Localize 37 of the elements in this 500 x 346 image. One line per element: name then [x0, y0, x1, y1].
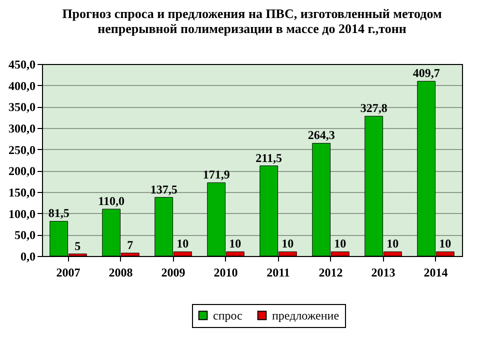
x-tick-label: 2011: [266, 266, 290, 280]
data-label: 7: [127, 238, 134, 252]
data-label: 10: [386, 236, 399, 251]
x-tick-label: 2010: [214, 266, 238, 280]
x-tick-label: 2013: [371, 266, 396, 280]
y-tick-label: 50,0: [14, 228, 36, 242]
data-label: 171,9: [202, 168, 230, 182]
x-tick-label: 2007: [56, 266, 80, 280]
data-label: 5: [74, 238, 81, 253]
y-tick-label: 100,0: [8, 206, 36, 221]
data-label: 137,5: [150, 182, 178, 196]
data-label: 81,5: [48, 206, 70, 220]
data-label: 10: [439, 236, 452, 251]
data-label: 10: [176, 236, 189, 251]
x-tick-label: 2008: [108, 266, 133, 280]
data-label: 211,5: [256, 150, 282, 165]
data-label: 409,7: [412, 66, 440, 80]
legend-label: спрос: [213, 308, 242, 322]
y-tick-label: 400,0: [8, 78, 36, 93]
x-tick-label: 2014: [424, 266, 448, 280]
x-tick-label: 2009: [161, 266, 186, 280]
y-tick-label: 450,0: [8, 58, 36, 72]
y-tick-label: 200,0: [8, 164, 36, 178]
y-tick-label: 300,0: [8, 122, 36, 136]
legend-label: предложение: [272, 308, 340, 322]
data-label: 264,3: [308, 128, 335, 142]
y-tick-label: 150,0: [8, 186, 36, 200]
y-tick-label: 0,0: [20, 250, 36, 264]
data-label: 10: [282, 236, 294, 251]
data-label: 10: [334, 236, 346, 251]
y-tick-label: 350,0: [8, 100, 36, 114]
data-label: 10: [229, 236, 242, 251]
chart-title: Прогноз спроса и предложения на ПВС, изготовленный методом непрерывной полимеризации в массе до 2014 г.,тонн: [62, 6, 442, 36]
y-tick-label: 250,0: [8, 142, 36, 157]
data-label: 110,0: [98, 194, 124, 208]
data-label: 327,8: [360, 101, 388, 116]
x-tick-label: 2012: [318, 266, 343, 280]
